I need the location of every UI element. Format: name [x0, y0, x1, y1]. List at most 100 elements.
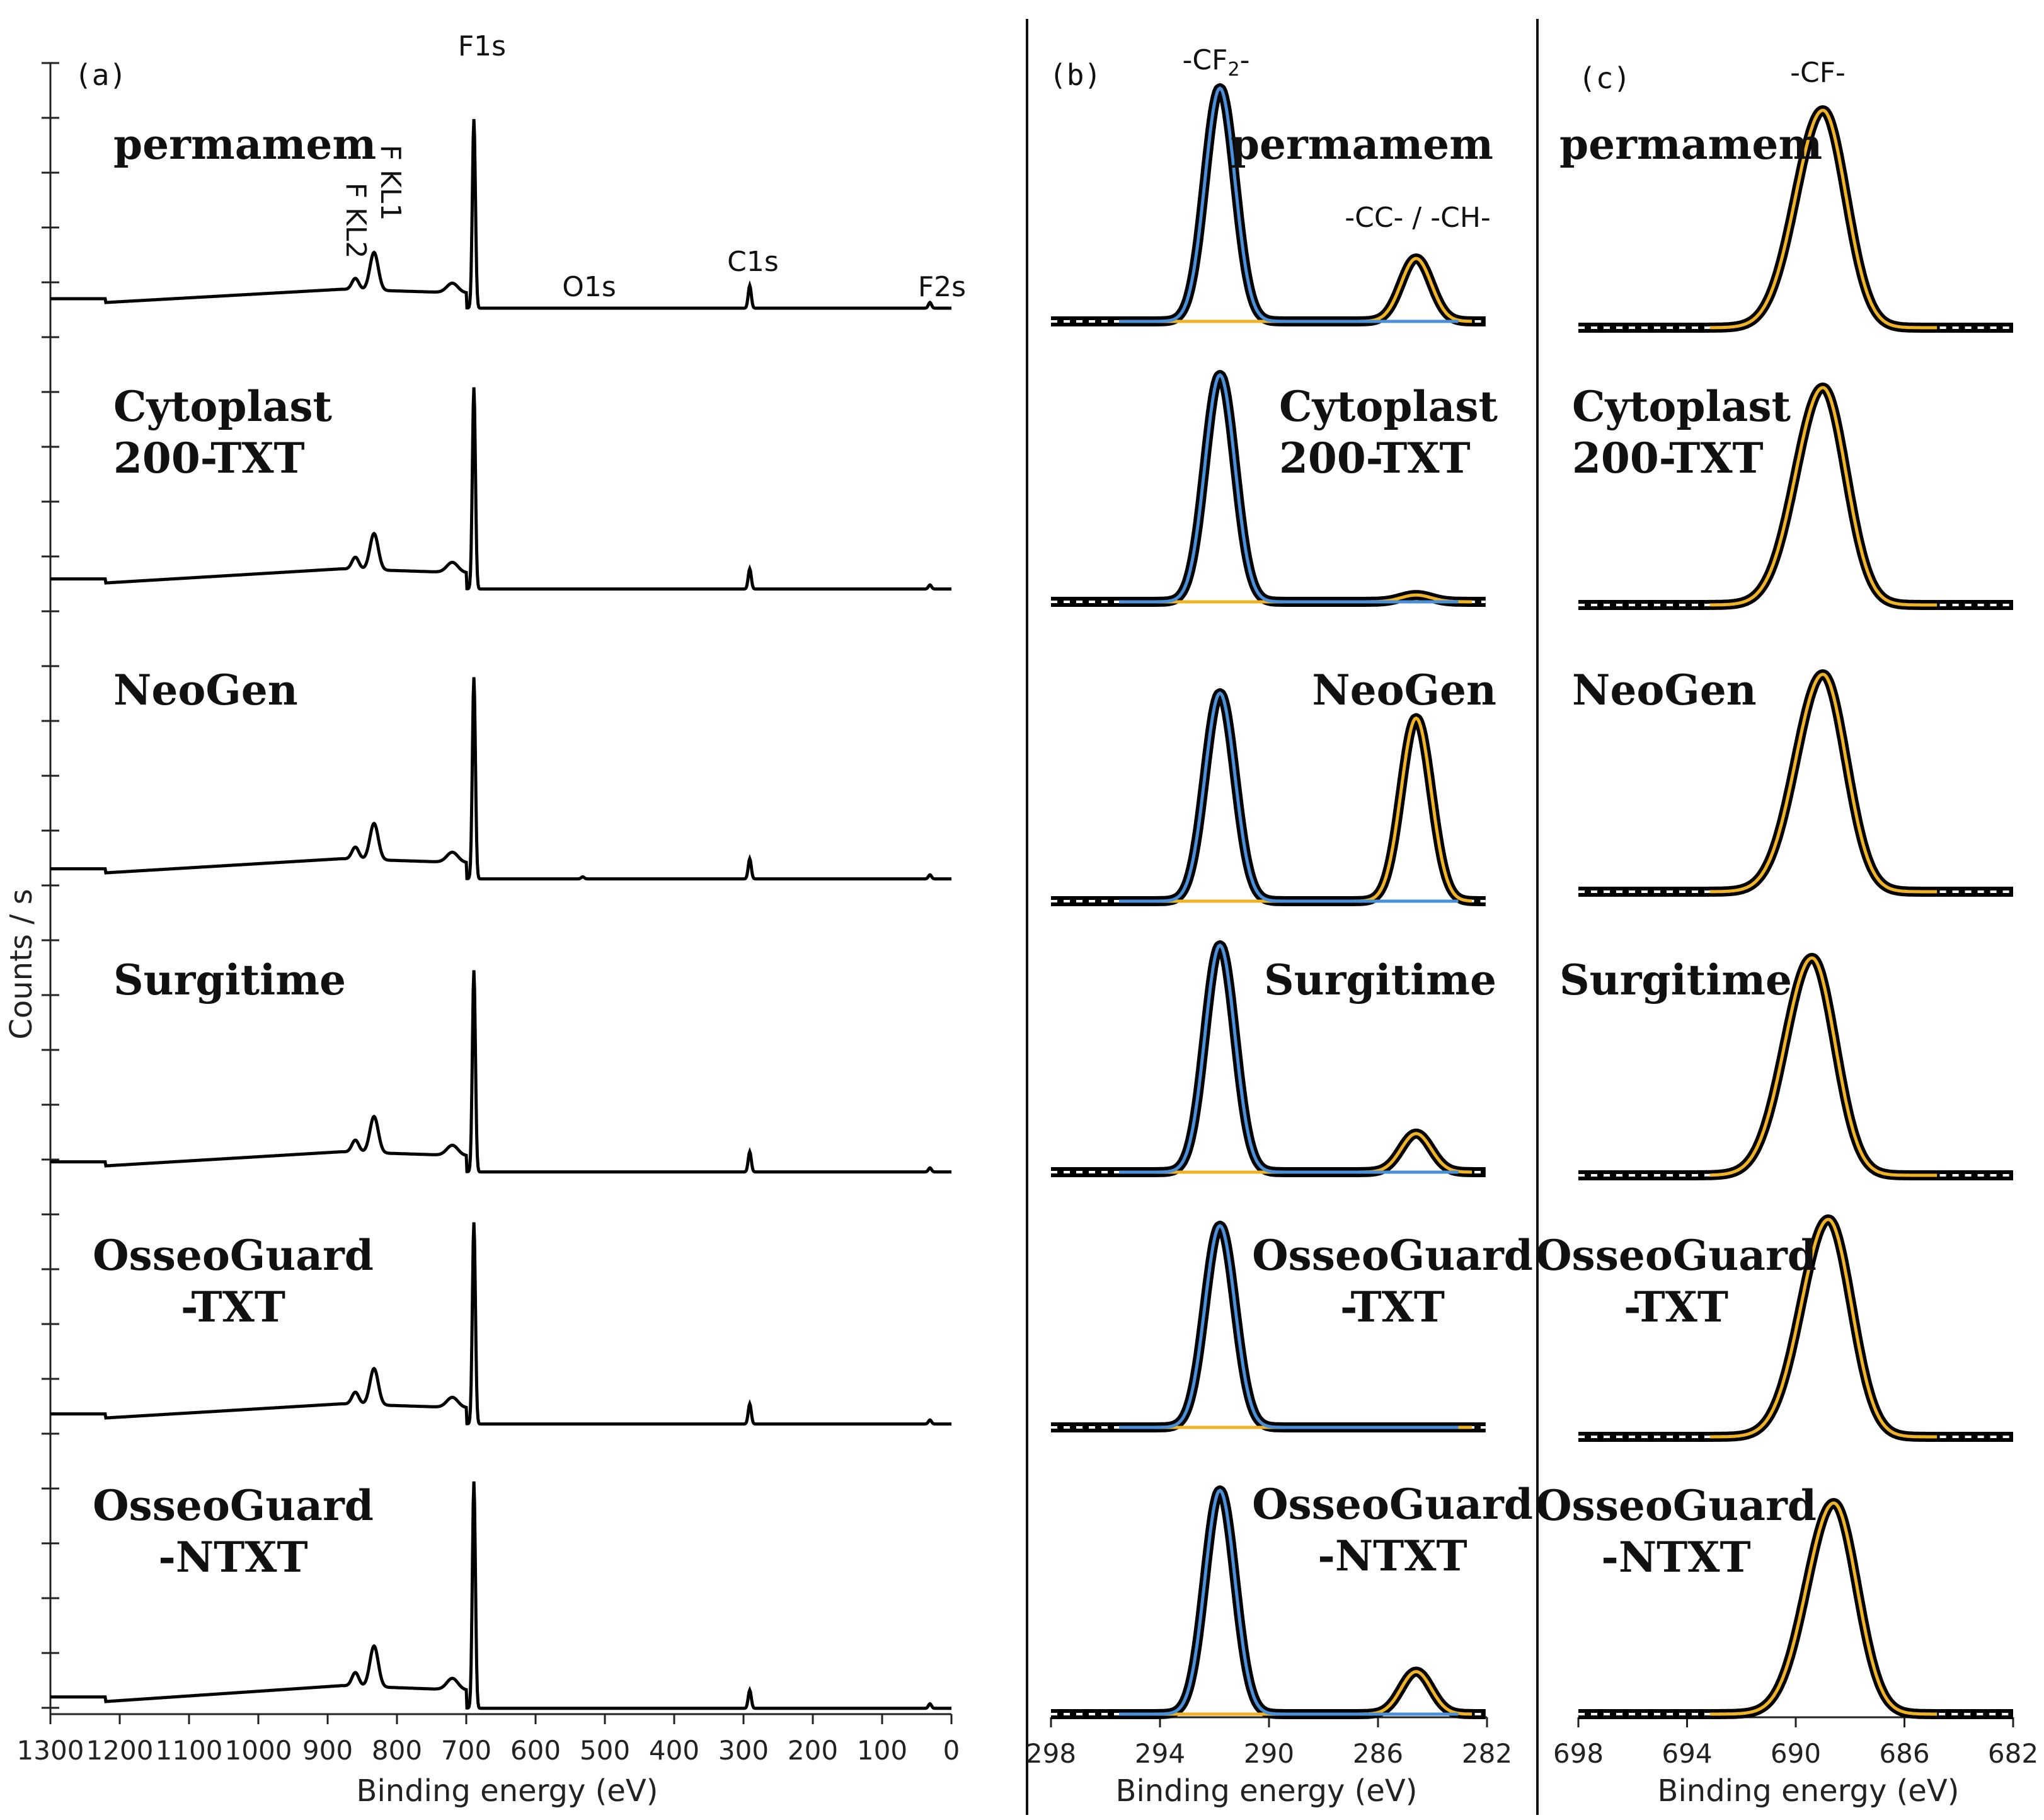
annotation-fkl1: F KL1 [374, 145, 406, 221]
panel-c-sample-label: Surgitime [1559, 955, 1792, 1005]
label-line: OsseoGuard [1536, 1231, 1817, 1280]
panel-b-sample-label: NeoGen [1312, 665, 1496, 715]
panel-b-x-tick-label: 294 [1135, 1738, 1185, 1769]
label-line: -TXT [1624, 1282, 1728, 1332]
panel-a-sample-label: NeoGen [113, 665, 298, 715]
panel-c-envelope-dash-4 [1578, 1218, 2013, 1438]
panel-c-xlabel: Binding energy (eV) [1658, 1773, 1960, 1809]
label-line: -NTXT [1601, 1533, 1750, 1582]
panel-b-sample-label: permamem [1231, 120, 1493, 169]
panel-c-cf-component-2 [1709, 672, 1938, 894]
panel-a-sample-label: Cytoplast 200-TXT [113, 382, 333, 483]
panel-b-tick-labels: 298 294 290 286 282 [1026, 1738, 1512, 1769]
panel-a-sample-label: OsseoGuard -NTXT [93, 1481, 374, 1582]
label-line: NeoGen [1572, 665, 1757, 715]
panel-c-sample-label: NeoGen [1572, 665, 1757, 715]
panel-a-xlabel: Binding energy (eV) [357, 1773, 658, 1809]
panel-c-tick-labels: 698 694 690 686 682 [1553, 1738, 2038, 1769]
annotation-cf2-text: -CF2- [1183, 44, 1250, 81]
panel-a-x-tick-label: 0 [943, 1735, 960, 1766]
panel-b-cf2-component-4 [1119, 1224, 1459, 1429]
panel-c-cf-component-4 [1709, 1218, 1938, 1439]
panel-a-x-tick-label: 400 [649, 1735, 699, 1766]
panel-c-cf-component-3 [1709, 956, 1938, 1177]
panel-c-x-tick-label: 698 [1553, 1738, 1604, 1769]
panel-b-cf2-component-5 [1119, 1488, 1459, 1716]
annotation-f1s: F1s [458, 30, 506, 62]
panel-c-x-tick-label: 682 [1988, 1738, 2038, 1769]
panel-a-sample-label: Surgitime [113, 955, 346, 1005]
panel-b-sample-label: Cytoplast 200-TXT [1279, 382, 1498, 483]
label-line: 200-TXT [1572, 434, 1764, 483]
panel-c: (c) 698 694 690 686 682 Binding energy (eV) … [1553, 57, 2038, 1809]
annotation-fkl2: F KL2 [340, 183, 372, 259]
panel-a-spectrum-5 [50, 1481, 951, 1710]
annotation-f2s: F2s [918, 271, 966, 303]
label-line: 200-TXT [113, 434, 305, 483]
panel-b-sample-label: OsseoGuard -TXT [1252, 1231, 1533, 1332]
label-line: OsseoGuard [1536, 1481, 1817, 1530]
panel-c-x-tick-label: 686 [1879, 1738, 1929, 1769]
panel-b-xlabel: Binding energy (eV) [1116, 1773, 1418, 1809]
annotation-cf: -CF- [1790, 57, 1846, 89]
panel-a-x-tick-label: 900 [302, 1735, 353, 1766]
panel-b-cf2-component-3 [1119, 943, 1459, 1174]
label-line: -TXT [181, 1282, 285, 1332]
panel-c-cf-component-5 [1709, 1501, 1938, 1716]
label-line: NeoGen [1312, 665, 1496, 715]
panel-a-spectrum-2 [50, 677, 951, 881]
panel-c-envelope-dash-2 [1578, 672, 2013, 893]
panel-a-x-tick-label: 1100 [156, 1735, 223, 1766]
label-line: OsseoGuard [93, 1231, 374, 1280]
label-line: permamem [1231, 120, 1493, 169]
panel-a: (a) 1300 1200 1100 1000 900 800 700 600 500 400 30… [4, 30, 966, 1809]
panel-a-axes [42, 62, 953, 1724]
panel-a-x-tick-label: 700 [441, 1735, 491, 1766]
panel-c-envelope-dash-0 [1578, 108, 2013, 329]
panel-b-x-tick-label: 290 [1244, 1738, 1294, 1769]
panel-c-sample-label: Cytoplast 200-TXT [1572, 382, 1791, 483]
panel-a-tick-labels: 1300 1200 1100 1000 900 800 700 600 500 400 300 200… [17, 1735, 960, 1766]
panel-a-x-tick-label: 1000 [225, 1735, 292, 1766]
panel-c-sample-label: OsseoGuard -TXT [1536, 1231, 1817, 1332]
label-line: NeoGen [113, 665, 298, 715]
label-line: permamem [113, 120, 376, 169]
label-line: Cytoplast [113, 382, 333, 431]
panel-b-cf2-component-1 [1119, 372, 1459, 604]
label-line: Surgitime [1264, 955, 1496, 1005]
panel-a-spectrum-4 [50, 1222, 951, 1426]
annotation-cf2: -CF2- [1183, 44, 1250, 81]
label-line: Surgitime [1559, 955, 1792, 1005]
label-line: OsseoGuard [1252, 1480, 1533, 1529]
annotation-c1s: C1s [727, 246, 779, 278]
panel-b-curves [1047, 83, 1490, 1719]
panel-a-x-tick-label: 100 [857, 1735, 907, 1766]
panel-b-cf2-component-2 [1119, 691, 1459, 903]
panel-a-x-tick-label: 300 [718, 1735, 769, 1766]
panel-a-sample-label: OsseoGuard -TXT [93, 1231, 374, 1332]
label-line: Surgitime [113, 955, 346, 1005]
panel-a-x-tick-label: 200 [788, 1735, 838, 1766]
panel-b-cf2-component-0 [1119, 86, 1459, 323]
panel-a-x-tick-label: 1200 [86, 1735, 154, 1766]
panel-c-curves [1574, 105, 2018, 1719]
label-line: -NTXT [1318, 1531, 1467, 1581]
panel-a-x-tick-label: 1300 [17, 1735, 84, 1766]
panel-a-spectrum-0 [50, 118, 951, 310]
panel-b-cc-component-2 [1119, 716, 1473, 903]
panel-c-cf-component-1 [1709, 386, 1938, 607]
label-line: -TXT [1340, 1282, 1445, 1332]
panel-b-sample-label: OsseoGuard -NTXT [1252, 1480, 1533, 1581]
panel-b-x-tick-label: 286 [1353, 1738, 1403, 1769]
panel-b-x-tick-label: 282 [1462, 1738, 1512, 1769]
annotation-o1s: O1s [562, 271, 616, 303]
label-line: Cytoplast [1572, 382, 1791, 431]
cf2-end: - [1240, 44, 1250, 76]
panel-c-envelope-dash-1 [1578, 386, 2013, 606]
panel-a-x-tick-label: 500 [580, 1735, 630, 1766]
label-line: OsseoGuard [93, 1481, 374, 1530]
panel-c-cf-component-0 [1709, 108, 1938, 330]
panel-c-x-tick-label: 694 [1662, 1738, 1712, 1769]
